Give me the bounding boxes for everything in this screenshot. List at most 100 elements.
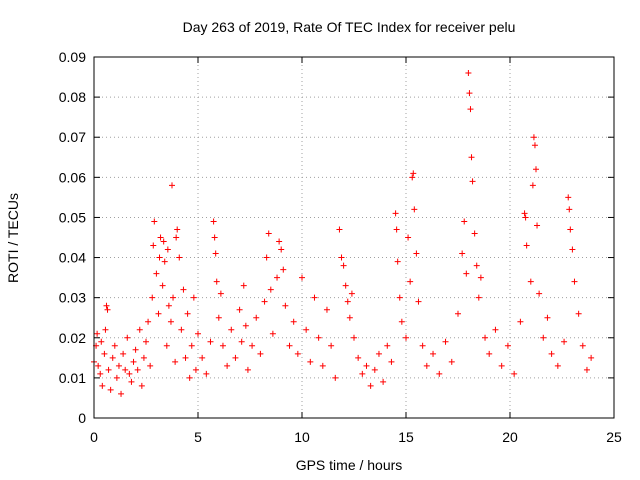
data-point — [342, 282, 349, 289]
data-point — [164, 246, 171, 253]
data-point — [419, 342, 426, 349]
data-point — [355, 354, 362, 361]
data-point — [269, 330, 276, 337]
data-point — [571, 278, 578, 285]
data-point — [475, 294, 482, 301]
data-point — [219, 342, 226, 349]
data-point — [294, 350, 301, 357]
data-point — [103, 302, 110, 309]
x-tick-label: 20 — [502, 429, 518, 445]
data-point — [132, 346, 139, 353]
data-point — [359, 370, 366, 377]
data-point — [455, 310, 461, 317]
data-point — [323, 306, 330, 313]
data-point — [363, 362, 370, 369]
y-tick-label: 0 — [78, 410, 86, 426]
data-point — [565, 194, 572, 201]
data-point — [465, 70, 472, 77]
data-point — [228, 326, 235, 333]
data-point — [442, 338, 449, 345]
data-point — [182, 354, 189, 361]
data-point — [157, 234, 164, 241]
data-point — [396, 294, 403, 301]
data-point — [588, 354, 595, 361]
data-point — [213, 278, 220, 285]
data-point — [170, 294, 177, 301]
x-axis-label: GPS time / hours — [296, 457, 403, 473]
data-point — [257, 350, 264, 357]
data-point — [99, 382, 106, 389]
data-points — [91, 70, 595, 397]
data-point — [267, 286, 274, 293]
data-point — [124, 334, 131, 341]
data-point — [102, 326, 109, 333]
data-point — [311, 294, 318, 301]
data-point — [540, 334, 547, 341]
data-point — [126, 370, 133, 377]
data-point — [340, 262, 347, 269]
data-point — [548, 350, 555, 357]
data-point — [536, 290, 543, 297]
data-point — [415, 298, 422, 305]
data-point — [409, 174, 416, 181]
x-tick-label: 25 — [606, 429, 622, 445]
data-point — [111, 342, 118, 349]
x-tick-label: 5 — [194, 429, 202, 445]
data-point — [210, 218, 217, 225]
data-point — [195, 330, 201, 337]
data-point — [527, 278, 534, 285]
data-point — [463, 270, 470, 277]
data-point — [468, 154, 475, 161]
data-point — [566, 206, 573, 213]
data-point — [336, 226, 343, 233]
data-point — [328, 342, 335, 349]
data-point — [192, 366, 199, 373]
y-tick-label: 0.08 — [59, 89, 86, 105]
data-point — [151, 218, 158, 225]
x-tick-label: 10 — [294, 429, 310, 445]
data-point — [161, 258, 168, 265]
data-point — [138, 382, 145, 389]
data-point — [140, 354, 147, 361]
data-point — [523, 242, 530, 249]
data-point — [167, 318, 174, 325]
data-point — [203, 370, 210, 377]
data-point — [95, 362, 102, 369]
data-point — [346, 314, 353, 321]
data-point — [393, 226, 400, 233]
data-point — [188, 342, 195, 349]
data-point — [199, 354, 206, 361]
data-point — [253, 314, 260, 321]
data-point — [232, 354, 239, 361]
data-point — [107, 386, 114, 393]
y-tick-label: 0.07 — [59, 129, 86, 145]
data-point — [530, 134, 537, 141]
data-point — [136, 326, 143, 333]
y-tick-label: 0.04 — [59, 250, 86, 266]
data-point — [466, 90, 473, 97]
data-point — [113, 374, 120, 381]
data-point — [207, 338, 214, 345]
data-point — [482, 334, 489, 341]
data-point — [97, 370, 104, 377]
data-point — [130, 358, 137, 365]
data-point — [583, 366, 590, 373]
data-point — [467, 106, 474, 113]
data-point — [240, 282, 247, 289]
data-point — [165, 302, 172, 309]
data-point — [145, 318, 152, 325]
data-point — [98, 338, 105, 345]
data-point — [134, 366, 141, 373]
data-point — [492, 326, 499, 333]
data-point — [261, 298, 268, 305]
data-point — [101, 350, 108, 357]
data-point — [180, 286, 187, 293]
data-point — [579, 342, 586, 349]
y-tick-label: 0.05 — [59, 209, 86, 225]
data-point — [375, 350, 382, 357]
data-point — [174, 226, 181, 233]
data-point — [156, 254, 163, 261]
data-point — [265, 230, 272, 237]
data-point — [290, 318, 297, 325]
